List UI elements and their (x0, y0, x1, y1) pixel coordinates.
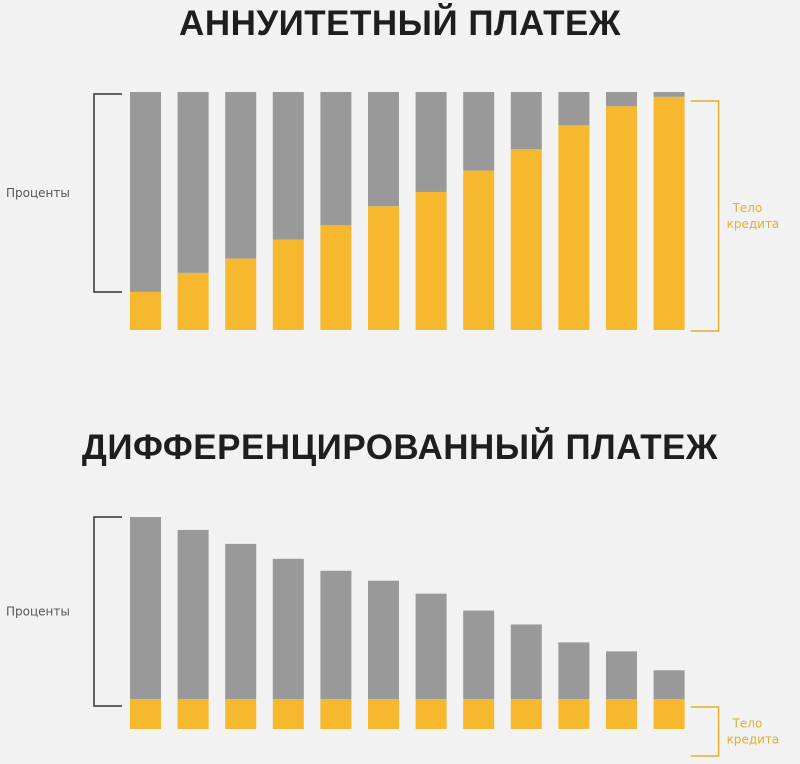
chart1-bar-principal-11 (606, 106, 637, 330)
chart1-bar-principal-4 (272, 239, 304, 330)
chart1-label-principal-line2: кредита (727, 217, 780, 231)
chart2-bar-interest-1 (130, 517, 161, 700)
chart1-bar-principal-3 (225, 258, 257, 330)
chart2-bar-principal-12 (653, 699, 685, 729)
chart1-bracket-interest (93, 93, 122, 293)
chart1-bar-interest-12 (653, 92, 685, 97)
chart2-bar-principal-1 (130, 699, 161, 729)
chart2-label-principal-line2: кредита (727, 733, 780, 747)
chart1-bar-principal-10 (558, 125, 590, 330)
chart1-bar-interest-4 (272, 92, 304, 240)
chart1-bar-principal-9 (510, 149, 542, 330)
chart2-label-principal-line1: Тело (732, 717, 763, 731)
chart1-bar-interest-1 (130, 92, 161, 292)
chart1-bar-interest-7 (415, 92, 447, 192)
chart2-bar-interest-5 (320, 570, 352, 700)
chart1-bar-interest-11 (606, 92, 637, 107)
chart1-bar-interest-6 (368, 92, 399, 207)
chart1-bar-principal-12 (653, 96, 685, 330)
chart2-bar-principal-11 (606, 699, 637, 729)
chart2-bar-principal-2 (177, 699, 209, 729)
chart2-bracket-interest (93, 516, 122, 707)
chart2-bar-principal-3 (225, 699, 257, 729)
chart1-bar-interest-2 (177, 92, 209, 273)
chart2-bar-principal-9 (510, 699, 542, 729)
chart2-bar-interest-4 (272, 558, 304, 700)
chart2-bar-principal-7 (415, 699, 447, 729)
chart2-bar-interest-10 (558, 642, 590, 700)
chart2-bar-interest-11 (606, 651, 637, 700)
chart1-bar-principal-7 (415, 191, 447, 330)
chart2-bar-interest-12 (653, 670, 685, 700)
chart2-bar-interest-7 (415, 593, 447, 700)
chart2-bar-interest-8 (463, 610, 495, 700)
chart1-bar-interest-5 (320, 92, 352, 226)
chart1-label-principal-line1: Тело (732, 201, 763, 215)
chart1-bar-interest-9 (510, 92, 542, 150)
chart1-bar-principal-5 (320, 225, 352, 330)
chart1-bar-interest-8 (463, 92, 495, 171)
chart-title-annuity: АННУИТЕТНЫЙ ПЛАТЕЖ (179, 4, 621, 43)
chart-title-differentiated: ДИФФЕРЕНЦИРОВАННЫЙ ПЛАТЕЖ (81, 428, 719, 467)
chart2-bar-principal-10 (558, 699, 590, 729)
chart2-bracket-principal (690, 706, 720, 757)
chart1-bracket-principal (690, 100, 720, 332)
chart2-bar-interest-6 (368, 580, 399, 700)
chart1-bar-principal-6 (368, 206, 399, 330)
chart2-bar-principal-8 (463, 699, 495, 729)
chart2-label-interest: Проценты (6, 605, 70, 619)
chart1-bar-interest-10 (558, 92, 590, 126)
chart2-bar-principal-6 (368, 699, 399, 729)
chart1-bar-principal-1 (130, 291, 161, 330)
chart2-bar-interest-2 (177, 529, 209, 700)
chart2-bar-principal-4 (272, 699, 304, 729)
chart2-bar-principal-5 (320, 699, 352, 729)
chart1-bar-principal-8 (463, 170, 495, 330)
chart1-label-interest: Проценты (6, 186, 70, 200)
chart1-bar-principal-2 (177, 272, 209, 330)
chart2-bar-interest-3 (225, 543, 257, 700)
chart1-bar-interest-3 (225, 92, 257, 259)
chart2-bar-interest-9 (510, 624, 542, 700)
